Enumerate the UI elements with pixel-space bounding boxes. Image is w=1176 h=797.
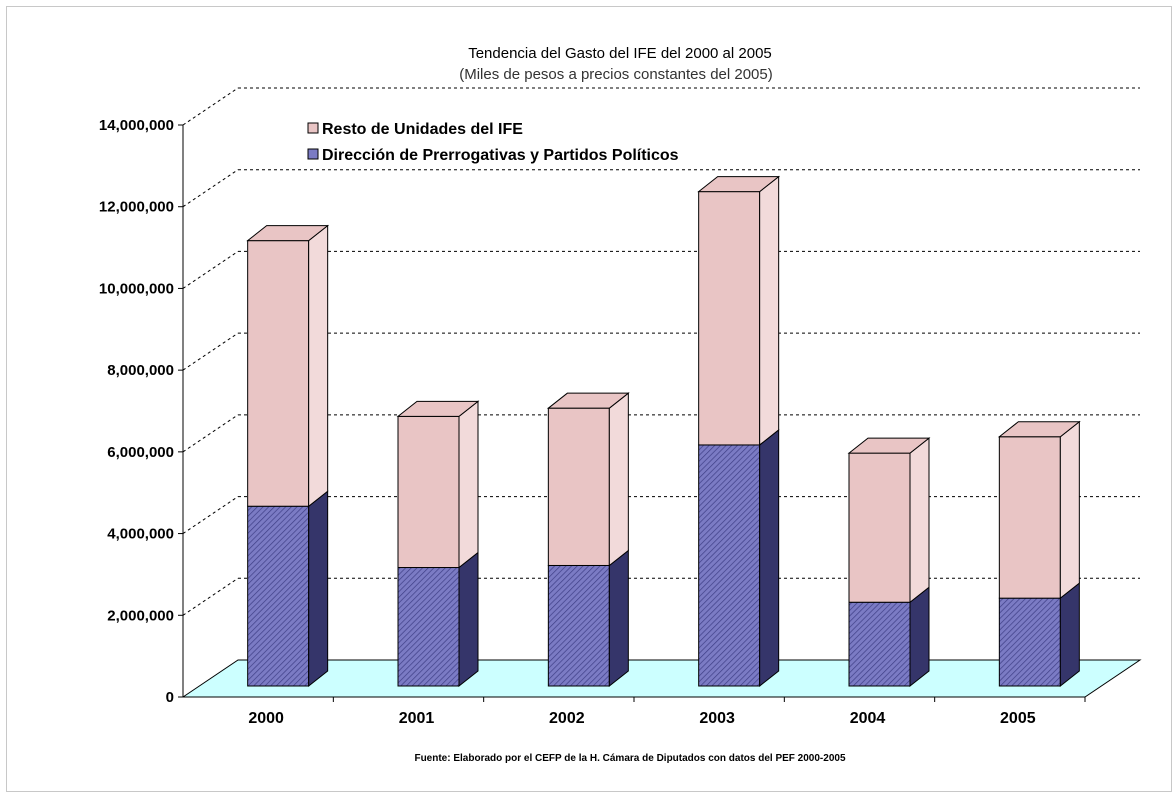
y-tick-label: 4,000,000	[107, 526, 174, 543]
bar-top	[997, 421, 1081, 438]
bar-side	[458, 551, 479, 688]
bar-segment	[247, 240, 310, 507]
bar-top	[847, 437, 931, 454]
bar-segment	[547, 564, 610, 687]
chart-subtitle: (Miles de pesos a precios constantes del…	[459, 66, 773, 83]
bar-side	[1059, 420, 1080, 600]
bar-side	[308, 224, 329, 508]
bar-top	[246, 225, 330, 242]
y-tick-label: 14,000,000	[99, 117, 174, 134]
bar-side	[458, 400, 479, 569]
bar-segment	[998, 597, 1061, 687]
x-tick-label: 2003	[699, 710, 735, 727]
y-tick-label: 12,000,000	[99, 199, 174, 216]
y-tick-label: 8,000,000	[107, 362, 174, 379]
bar-side	[608, 392, 629, 567]
gridline-depth	[182, 169, 239, 208]
bar-layer	[246, 175, 1081, 688]
legend: Resto de Unidades del IFE Dirección de P…	[307, 121, 679, 164]
legend-label-resto: Resto de Unidades del IFE	[322, 121, 523, 138]
x-tick-label: 2005	[1000, 710, 1036, 727]
chart-border	[6, 6, 1172, 792]
bar-side	[308, 490, 329, 688]
gridline-depth	[182, 496, 239, 534]
y-tick-label: 10,000,000	[99, 280, 174, 297]
x-tick-label: 2002	[549, 710, 585, 727]
legend-swatch-direccion	[307, 148, 319, 160]
bar-side	[759, 175, 780, 446]
bar-side	[759, 428, 780, 688]
bar-top	[546, 392, 630, 409]
source-note: Fuente: Elaborado por el CEFP de la H. C…	[414, 753, 845, 764]
bar-segment	[247, 505, 310, 687]
chart-title: Tendencia del Gasto del IFE del 2000 al …	[468, 45, 772, 62]
bar-side	[909, 437, 930, 604]
bar-segment	[698, 444, 761, 687]
bar-side	[1059, 582, 1080, 688]
bar-segment	[397, 567, 460, 687]
x-tick-label: 2001	[399, 710, 435, 727]
x-tick-label: 2000	[248, 710, 284, 727]
bar-segment	[998, 436, 1061, 599]
bar-segment	[397, 415, 460, 569]
axis-layer: 0 2,000,000 4,000,000 6,000,000 8,000,000 10,…	[99, 117, 1086, 727]
bar-segment	[547, 407, 610, 566]
gridline-depth	[182, 414, 239, 453]
bar-top	[396, 400, 480, 417]
gridline-depth	[182, 577, 239, 616]
y-tick-label: 2,000,000	[107, 607, 174, 624]
bar-segment	[698, 191, 761, 446]
gridline-depth	[182, 251, 239, 289]
grid-layer	[182, 87, 1140, 616]
bar-side	[608, 549, 629, 688]
bar-top	[697, 176, 781, 193]
legend-swatch-resto	[307, 122, 319, 134]
y-tick-label: 6,000,000	[107, 444, 174, 461]
bar-segment	[848, 452, 911, 603]
legend-label-direccion: Dirección de Prerrogativas y Partidos Po…	[322, 147, 679, 164]
y-tick-label: 0	[166, 689, 174, 706]
bar-side	[909, 586, 930, 688]
gridline-depth	[182, 87, 239, 126]
x-tick-label: 2004	[850, 710, 886, 727]
bar-segment	[848, 601, 911, 687]
gridline-depth	[182, 332, 239, 371]
